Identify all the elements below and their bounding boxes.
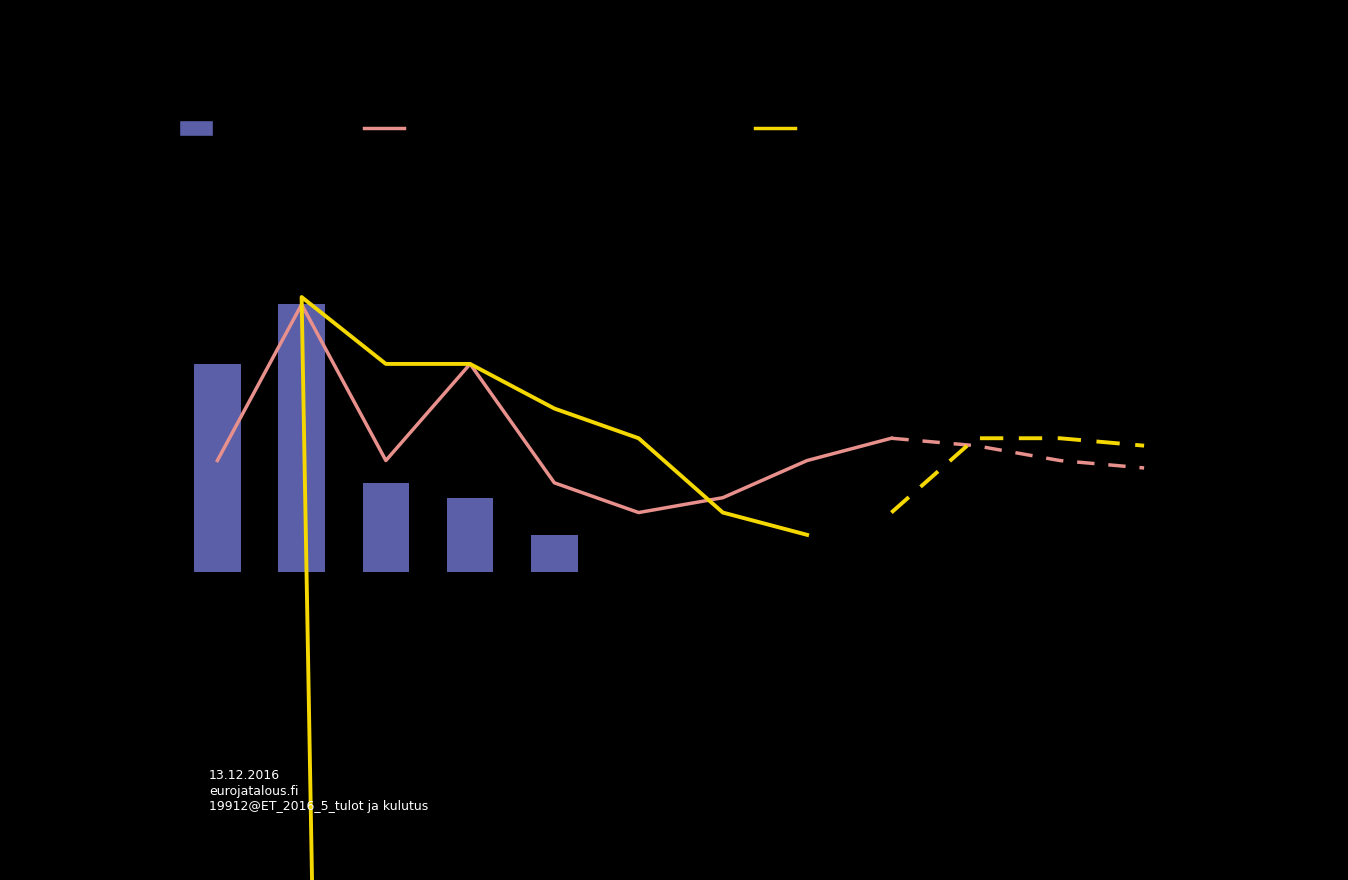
Bar: [448, 498, 493, 646]
Bar: [531, 535, 577, 646]
Bar: [194, 364, 240, 646]
Bar: [279, 304, 325, 646]
Bar: [785, 579, 830, 646]
Bar: [616, 624, 662, 646]
Bar: [953, 587, 999, 646]
Bar: [1037, 587, 1082, 646]
FancyBboxPatch shape: [179, 120, 213, 136]
Bar: [868, 587, 914, 646]
Bar: [363, 483, 408, 646]
Text: eurojatalous.fi: eurojatalous.fi: [209, 785, 298, 797]
Bar: [700, 632, 745, 646]
Text: 19912@ET_2016_5_tulot ja kulutus: 19912@ET_2016_5_tulot ja kulutus: [209, 801, 429, 813]
Bar: [1122, 587, 1167, 646]
Text: 13.12.2016: 13.12.2016: [209, 769, 280, 781]
